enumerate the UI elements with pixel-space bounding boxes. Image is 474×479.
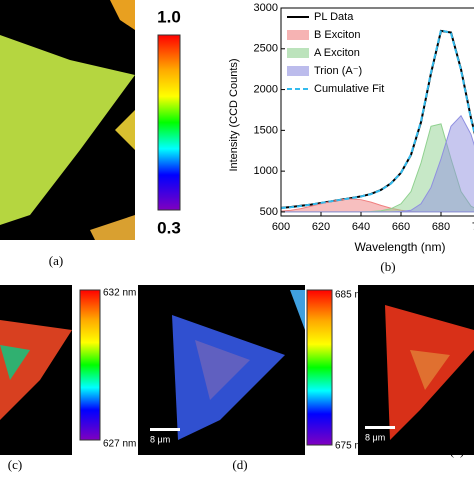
- scale-bar-label: 8 μm: [150, 434, 170, 444]
- legend-label: A Exciton: [314, 47, 360, 59]
- panel-a-image: [0, 0, 135, 240]
- x-tick-label: 660: [392, 221, 410, 233]
- y-tick-label: 1500: [254, 124, 278, 136]
- legend-label: Cumulative Fit: [314, 83, 384, 95]
- x-tick-label: 640: [352, 221, 370, 233]
- legend-label: B Exciton: [314, 29, 360, 41]
- panel-label: (a): [49, 253, 63, 268]
- series-line: [281, 28, 474, 210]
- x-tick-label: 600: [272, 221, 290, 233]
- series-area: [281, 114, 474, 213]
- colorbar-min: 0.3: [157, 218, 181, 237]
- plot: [281, 28, 474, 213]
- colorbar: [79, 289, 101, 441]
- colorbar: [306, 289, 333, 446]
- y-tick-label: 3000: [254, 2, 278, 14]
- chart: Intensity (CCD Counts) Wavelength (nm): [228, 58, 446, 254]
- x-tick-label: 620: [312, 221, 330, 233]
- x-tick-label: 700: [472, 221, 474, 233]
- legend-swatch: [287, 48, 309, 58]
- y-tick-label: 1000: [254, 165, 278, 177]
- legend-label: Trion (A⁻): [314, 65, 362, 77]
- legend-swatch: [287, 66, 309, 76]
- panel-label: (b): [380, 259, 395, 274]
- x-axis-title: Wavelength (nm): [355, 240, 446, 254]
- colorbar: [157, 34, 181, 211]
- y-tick-label: 2000: [254, 83, 278, 95]
- colorbar-max: 632 nm: [103, 288, 136, 299]
- colorbar-min: 675 nm: [335, 441, 368, 452]
- panel-label: (d): [232, 457, 247, 472]
- plot-frame: [280, 7, 474, 217]
- panel-d-image: [138, 285, 305, 455]
- y-tick-label: 500: [260, 206, 278, 218]
- panel-e-image: [358, 285, 474, 455]
- panel-label: (e): [450, 443, 464, 458]
- legend-swatch: [287, 30, 309, 40]
- colorbar-max: 1.0: [157, 7, 181, 26]
- panel-label: (c): [8, 457, 22, 472]
- colorbar-max: 685 nm: [335, 290, 368, 301]
- panel-c-image: [0, 285, 72, 455]
- scale-bar-label: 8 μm: [365, 432, 385, 442]
- x-tick-label: 680: [432, 221, 450, 233]
- colorbar-min: 627 nm: [103, 439, 136, 450]
- y-tick-label: 2500: [254, 43, 278, 55]
- legend-label: PL Data: [314, 11, 354, 23]
- y-axis-title: Intensity (CCD Counts): [228, 58, 240, 171]
